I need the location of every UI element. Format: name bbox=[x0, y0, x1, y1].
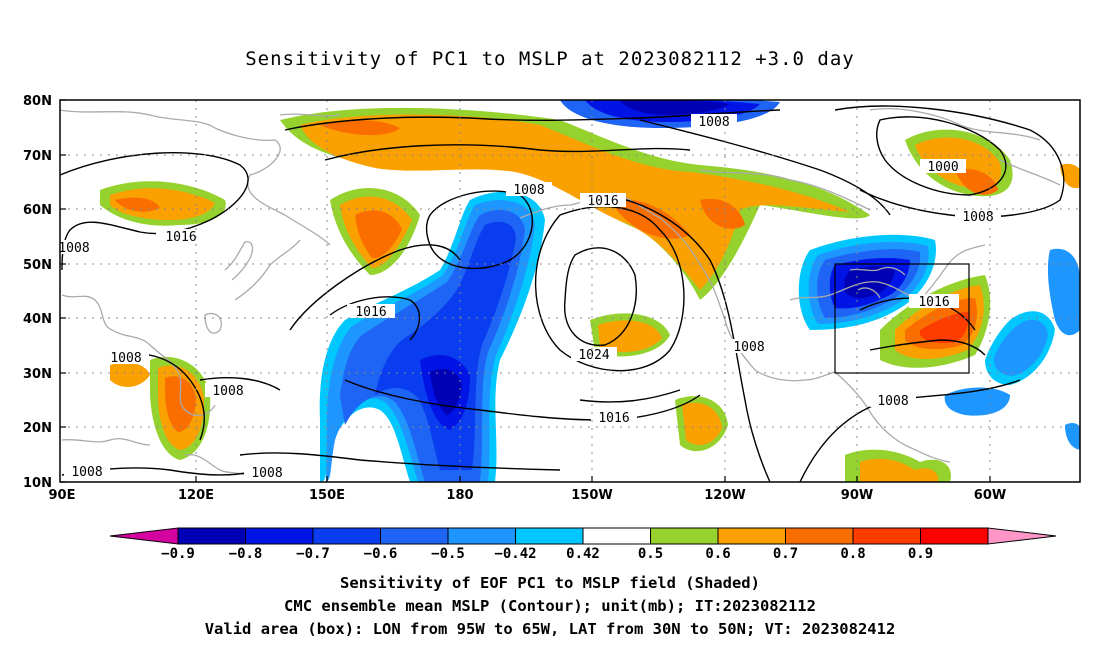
colorbar-swatch bbox=[515, 527, 584, 545]
contour-label: 1008 bbox=[58, 240, 90, 256]
contour-label: 1016 bbox=[591, 410, 637, 426]
contour-label: 1008 bbox=[870, 393, 916, 409]
map-title: Sensitivity of PC1 to MSLP at 2023082112… bbox=[245, 48, 855, 70]
lon-label: 60W bbox=[974, 488, 1006, 503]
contour-label: 1008 bbox=[506, 182, 552, 198]
colorbar-tick-label: −0.9 bbox=[161, 546, 195, 562]
contour-label: 1016 bbox=[347, 304, 395, 320]
colorbar-tick-label: −0.7 bbox=[296, 546, 330, 562]
lon-label: 180 bbox=[446, 488, 473, 503]
caption-shaded: Sensitivity of EOF PC1 to MSLP field (Sh… bbox=[340, 574, 760, 592]
colorbar-tick-label: −0.8 bbox=[229, 546, 263, 562]
colorbar-swatch bbox=[447, 527, 516, 545]
lat-label: 30N bbox=[23, 367, 52, 382]
colorbar-tick-label: 0.9 bbox=[908, 546, 933, 562]
contour-label: 1016 bbox=[156, 229, 206, 245]
svg-text:1024: 1024 bbox=[578, 348, 609, 363]
svg-text:1008: 1008 bbox=[513, 183, 544, 198]
lat-label: 80N bbox=[23, 94, 52, 109]
lon-label: 150E bbox=[309, 488, 345, 503]
svg-text:1008: 1008 bbox=[698, 115, 729, 130]
contour-labels: 1008 1008 1016 1016 1008 1000 1008 1016 … bbox=[58, 114, 1001, 481]
contour-label: 1000 bbox=[920, 159, 966, 175]
svg-text:1016: 1016 bbox=[918, 295, 949, 310]
lon-label: 120E bbox=[178, 488, 214, 503]
lat-label: 40N bbox=[23, 312, 52, 327]
svg-text:1008: 1008 bbox=[877, 394, 908, 409]
colorbar-swatch bbox=[717, 527, 786, 545]
svg-text:1008: 1008 bbox=[962, 210, 993, 225]
contour-label: 1008 bbox=[64, 464, 110, 480]
colorbar-right-arrow bbox=[987, 527, 1057, 545]
svg-text:1016: 1016 bbox=[165, 230, 196, 245]
caption-contour: CMC ensemble mean MSLP (Contour); unit(m… bbox=[284, 597, 816, 615]
svg-text:1008: 1008 bbox=[212, 384, 243, 399]
negative-sensitivity-shading bbox=[319, 100, 1080, 482]
map-frame bbox=[59, 99, 1081, 483]
svg-text:1016: 1016 bbox=[355, 305, 386, 320]
lon-label: 120W bbox=[704, 488, 745, 503]
colorbar-tick-label: 0.5 bbox=[638, 546, 663, 562]
lon-label: 90W bbox=[841, 488, 873, 503]
colorbar-swatch bbox=[650, 527, 719, 545]
colorbar-tick-label: −0.5 bbox=[431, 546, 465, 562]
colorbar-swatch bbox=[785, 527, 854, 545]
contour-label: 1008 bbox=[691, 114, 737, 130]
colorbar-tick-label: 0.6 bbox=[705, 546, 730, 562]
colorbar-swatch bbox=[582, 527, 651, 545]
contour-label: 1008 bbox=[205, 383, 251, 399]
colorbar-swatch bbox=[920, 527, 989, 545]
lon-label: 150W bbox=[571, 488, 612, 503]
colorbar: −0.9 −0.8 −0.7 −0.6 −0.5 −0.42 0.42 0.5 0.6 0.7 0.… bbox=[109, 527, 1057, 562]
lat-label: 60N bbox=[23, 203, 52, 218]
valid-area-box bbox=[834, 263, 970, 374]
longitude-axis: 90E 120E 150E 180 150W 120W 90W 60W bbox=[49, 476, 1006, 503]
contour-label: 1016 bbox=[580, 193, 626, 209]
lat-label: 10N bbox=[23, 476, 52, 491]
positive-sensitivity-shading bbox=[100, 107, 1080, 482]
caption-valid-area: Valid area (box): LON from 95W to 65W, L… bbox=[204, 620, 896, 638]
svg-text:1008: 1008 bbox=[110, 351, 141, 366]
lon-label: 90E bbox=[49, 488, 76, 503]
svg-text:1016: 1016 bbox=[587, 194, 618, 209]
contour-label: 1008 bbox=[244, 465, 290, 481]
svg-text:1008: 1008 bbox=[251, 466, 282, 481]
colorbar-swatch bbox=[177, 527, 246, 545]
colorbar-tick-label: 0.42 bbox=[566, 546, 600, 562]
lat-label: 20N bbox=[23, 421, 52, 436]
svg-text:1008: 1008 bbox=[58, 241, 89, 256]
colorbar-swatch bbox=[380, 527, 449, 545]
contour-label: 1008 bbox=[726, 339, 772, 355]
map-plot-area: 1008 1008 1016 1016 1008 1000 1008 1016 … bbox=[58, 100, 1080, 482]
latitude-axis: 80N 70N 60N 50N 40N 30N 20N 10N bbox=[23, 94, 66, 491]
svg-text:1008: 1008 bbox=[733, 340, 764, 355]
colorbar-tick-label: 0.7 bbox=[773, 546, 798, 562]
colorbar-tick-label: −0.6 bbox=[364, 546, 398, 562]
colorbar-tick-label: −0.42 bbox=[494, 546, 536, 562]
contour-label: 1008 bbox=[955, 209, 1001, 225]
contour-label: 1024 bbox=[571, 347, 617, 363]
contour-label: 1016 bbox=[909, 294, 959, 310]
lat-label: 70N bbox=[23, 149, 52, 164]
lat-label: 50N bbox=[23, 258, 52, 273]
colorbar-swatch bbox=[852, 527, 921, 545]
svg-text:1016: 1016 bbox=[598, 411, 629, 426]
colorbar-swatch bbox=[312, 527, 381, 545]
colorbar-left-arrow bbox=[109, 527, 179, 545]
colorbar-tick-label: 0.8 bbox=[840, 546, 865, 562]
svg-text:1000: 1000 bbox=[927, 160, 958, 175]
contour-label: 1008 bbox=[103, 350, 149, 366]
svg-text:1008: 1008 bbox=[71, 465, 102, 480]
colorbar-swatch bbox=[245, 527, 314, 545]
